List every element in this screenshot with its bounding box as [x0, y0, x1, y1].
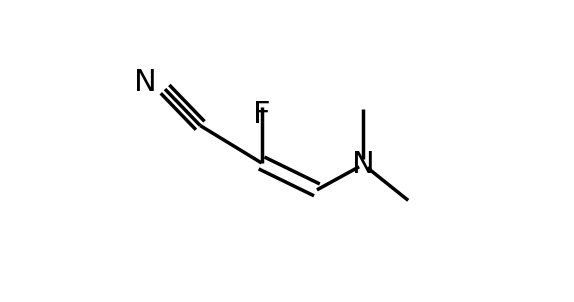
Text: F: F [253, 100, 270, 129]
Text: N: N [134, 68, 157, 97]
Text: N: N [352, 150, 375, 179]
